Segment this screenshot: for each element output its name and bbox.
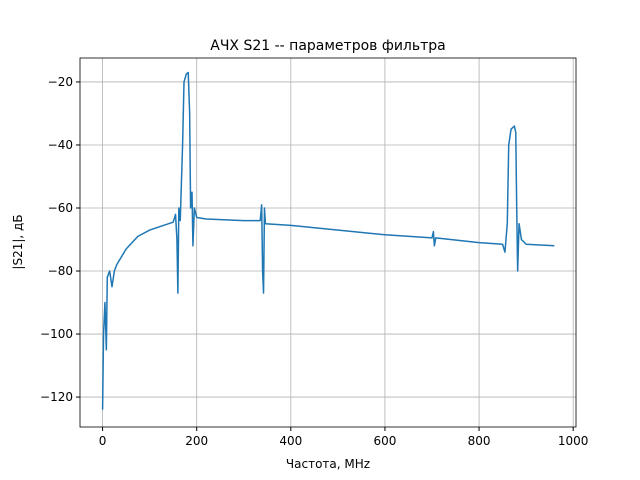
plot-frame <box>79 57 577 428</box>
y-tick-label: −100 <box>40 327 73 341</box>
x-tick-label: 1000 <box>558 434 589 448</box>
x-tick-label: 600 <box>373 434 396 448</box>
y-tick-label: −20 <box>48 75 73 89</box>
x-tick-label: 800 <box>468 434 491 448</box>
y-tick-label: −60 <box>48 201 73 215</box>
chart-title: АЧХ S21 -- параметров фильтра <box>210 38 446 54</box>
x-tick-label: 400 <box>279 434 302 448</box>
y-axis-label: |S21|, дБ <box>11 214 25 269</box>
data-line <box>101 71 555 410</box>
y-tick-label: −120 <box>40 390 73 404</box>
y-tick-label: −40 <box>48 138 73 152</box>
x-tick-label: 200 <box>185 434 208 448</box>
y-tick-label: −80 <box>48 264 73 278</box>
x-tick-label: 0 <box>99 434 107 448</box>
x-axis-label: Частота, MHz <box>286 457 370 471</box>
